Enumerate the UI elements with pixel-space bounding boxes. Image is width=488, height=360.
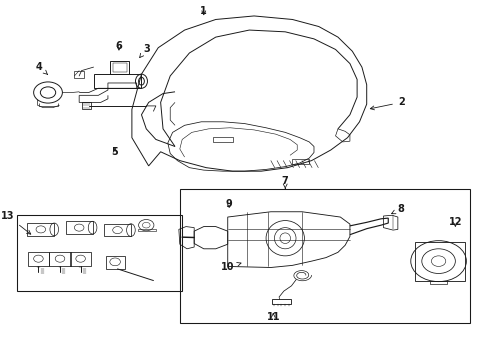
Text: 4: 4 <box>36 62 47 75</box>
Bar <box>180 189 469 323</box>
Text: 6: 6 <box>115 41 122 51</box>
Text: 3: 3 <box>140 45 149 58</box>
Text: 11: 11 <box>266 312 280 322</box>
Text: 5: 5 <box>111 148 118 157</box>
Text: 8: 8 <box>391 204 404 214</box>
Text: 2: 2 <box>369 98 404 110</box>
Bar <box>17 215 182 291</box>
Text: 7: 7 <box>281 176 288 189</box>
Text: 12: 12 <box>447 217 461 227</box>
Text: 13: 13 <box>1 211 31 234</box>
Text: 9: 9 <box>225 199 232 209</box>
Text: 1: 1 <box>200 6 207 15</box>
Text: 10: 10 <box>221 262 241 273</box>
